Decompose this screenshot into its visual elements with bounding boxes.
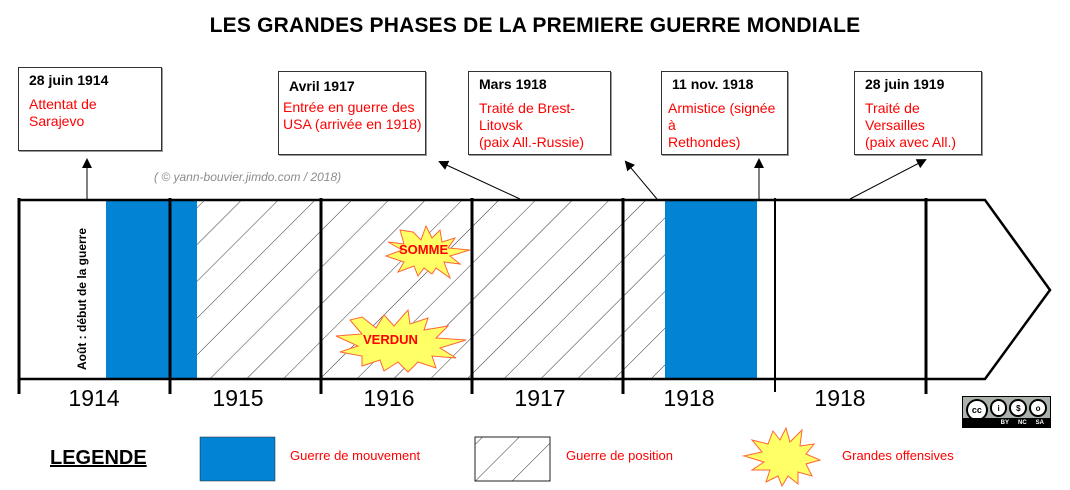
event-desc-line1: Entrée en guerre des — [283, 99, 415, 115]
event-box-sarajevo: 28 juin 1914 Attentat de Sarajevo — [18, 67, 162, 151]
year-label-1915: 1915 — [212, 385, 264, 411]
legend-title: LEGENDE — [50, 447, 147, 469]
cc-term-by: BY — [1000, 419, 1009, 426]
event-box-armistice: 11 nov. 1918 Armistice (signée à Rethond… — [661, 71, 788, 155]
event-date: 28 juin 1914 — [29, 72, 109, 88]
event-desc-line2: (paix All.-Russie) — [479, 134, 585, 150]
cc-license-badge: cc i $ o BY NC SA — [962, 396, 1051, 428]
year-label-1918a: 1918 — [663, 385, 715, 411]
event-desc-line1: Armistice (signée à — [668, 100, 776, 133]
year-label-1916: 1916 — [363, 385, 415, 411]
page-title: LES GRANDES PHASES DE LA PREMIERE GUERRE… — [209, 14, 861, 37]
legend-swatch-offensive — [742, 426, 822, 488]
cc-term-sa: SA — [1035, 419, 1044, 426]
event-box-usa: Avril 1917 Entrée en guerre des USA (arr… — [278, 71, 426, 155]
year-label-1914: 1914 — [68, 385, 120, 411]
arrow-versailles — [849, 159, 927, 200]
event-desc-line2: USA (arrivée en 1918) — [283, 116, 422, 132]
offensive-burst-verdun — [335, 308, 467, 373]
movement-war-1914 — [106, 200, 197, 379]
sharealike-icon: o — [1029, 399, 1047, 417]
cc-terms: BY NC SA — [963, 418, 1050, 427]
offensive-label-somme: SOMME — [399, 242, 449, 257]
event-desc-line2: Rethondes) — [668, 134, 741, 150]
event-desc-line1: Attentat de — [29, 96, 97, 112]
arrow-brest — [624, 160, 658, 200]
event-date: Mars 1918 — [479, 76, 547, 92]
legend-label-offensive: Grandes offensives — [842, 448, 954, 463]
legend-label-position: Guerre de position — [566, 448, 673, 463]
year-label-1917: 1917 — [514, 385, 566, 411]
legend-swatch-position — [474, 436, 551, 482]
event-date: 28 juin 1919 — [865, 76, 945, 92]
credit-text: ( © yann-bouvier.jimdo.com / 2018) — [154, 170, 342, 184]
offensive-label-verdun: VERDUN — [363, 332, 418, 347]
war-start-note: Août : début de la guerre — [75, 227, 89, 370]
cc-term-nc: NC — [1017, 419, 1027, 426]
arrow-usa — [438, 160, 521, 200]
legend-swatch-movement — [199, 436, 276, 482]
event-desc-line1: Traité de Brest-Litovsk — [479, 100, 575, 133]
event-date: Avril 1917 — [289, 78, 355, 94]
event-box-brest-litovsk: Mars 1918 Traité de Brest-Litovsk (paix … — [468, 71, 611, 155]
legend-label-movement: Guerre de mouvement — [290, 448, 421, 463]
noncommercial-icon: $ — [1009, 399, 1028, 417]
event-box-versailles: 28 juin 1919 Traité de Versailles (paix … — [854, 71, 982, 155]
year-label-1918b: 1918 — [814, 385, 866, 411]
event-desc-line2: Sarajevo — [29, 113, 85, 129]
movement-war-1918 — [665, 200, 757, 379]
event-desc-line1: Traité de Versailles — [865, 100, 925, 133]
attribution-icon: i — [989, 399, 1008, 417]
event-date: 11 nov. 1918 — [672, 76, 754, 92]
offensive-burst-somme — [384, 224, 471, 280]
event-desc-line2: (paix avec All.) — [865, 134, 957, 150]
